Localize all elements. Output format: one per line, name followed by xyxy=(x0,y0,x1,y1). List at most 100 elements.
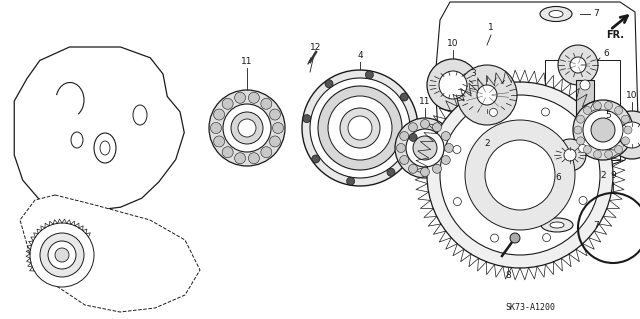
Circle shape xyxy=(433,123,442,132)
Circle shape xyxy=(406,129,444,167)
Circle shape xyxy=(593,150,602,158)
Text: 11: 11 xyxy=(241,57,253,66)
Circle shape xyxy=(510,233,520,243)
Circle shape xyxy=(457,65,517,125)
Circle shape xyxy=(485,140,555,210)
Circle shape xyxy=(583,110,623,150)
Circle shape xyxy=(409,133,417,141)
Circle shape xyxy=(433,164,442,173)
Polygon shape xyxy=(20,195,200,312)
Ellipse shape xyxy=(550,222,564,228)
Circle shape xyxy=(235,92,246,103)
Circle shape xyxy=(413,136,437,160)
Circle shape xyxy=(214,109,225,120)
Circle shape xyxy=(214,136,225,147)
Circle shape xyxy=(408,164,417,173)
Circle shape xyxy=(328,96,392,160)
Circle shape xyxy=(440,95,600,255)
Circle shape xyxy=(269,136,280,147)
Circle shape xyxy=(573,100,633,160)
Circle shape xyxy=(558,45,598,85)
Circle shape xyxy=(614,107,623,115)
Circle shape xyxy=(223,104,271,152)
Circle shape xyxy=(30,223,94,287)
Circle shape xyxy=(442,131,451,140)
Circle shape xyxy=(465,120,575,230)
Circle shape xyxy=(579,145,587,152)
Ellipse shape xyxy=(540,6,572,21)
Circle shape xyxy=(231,112,263,144)
Text: 3: 3 xyxy=(470,70,476,78)
Circle shape xyxy=(580,80,590,90)
Circle shape xyxy=(614,145,623,153)
Circle shape xyxy=(248,153,259,164)
Circle shape xyxy=(261,147,272,158)
Text: 2: 2 xyxy=(484,139,490,149)
Polygon shape xyxy=(14,47,184,211)
Circle shape xyxy=(543,234,550,241)
Circle shape xyxy=(619,122,640,148)
Circle shape xyxy=(608,111,640,159)
Circle shape xyxy=(584,145,591,153)
Circle shape xyxy=(400,131,409,140)
Circle shape xyxy=(541,108,550,116)
Circle shape xyxy=(348,116,372,140)
Text: FR.: FR. xyxy=(606,30,624,40)
Text: 8: 8 xyxy=(505,271,511,280)
Circle shape xyxy=(593,102,602,110)
Circle shape xyxy=(624,126,632,134)
Circle shape xyxy=(579,197,587,204)
Text: 6: 6 xyxy=(603,49,609,58)
Circle shape xyxy=(400,155,409,165)
Circle shape xyxy=(397,144,406,152)
Circle shape xyxy=(427,82,613,268)
Text: 7: 7 xyxy=(593,10,599,19)
Circle shape xyxy=(439,71,467,99)
Circle shape xyxy=(408,123,417,132)
Circle shape xyxy=(269,109,280,120)
Circle shape xyxy=(318,86,402,170)
Circle shape xyxy=(261,98,272,109)
Circle shape xyxy=(577,115,584,123)
Circle shape xyxy=(584,107,591,115)
Text: 2: 2 xyxy=(600,170,606,180)
Circle shape xyxy=(40,233,84,277)
Circle shape xyxy=(477,85,497,105)
Circle shape xyxy=(427,59,479,111)
Ellipse shape xyxy=(541,218,573,232)
Circle shape xyxy=(238,119,256,137)
Text: 10: 10 xyxy=(627,92,637,100)
Circle shape xyxy=(490,108,497,116)
Text: SK73-A1200: SK73-A1200 xyxy=(505,303,555,313)
Circle shape xyxy=(395,118,455,178)
Circle shape xyxy=(554,139,586,171)
Text: 11: 11 xyxy=(419,98,431,107)
Circle shape xyxy=(387,168,395,176)
Circle shape xyxy=(55,248,69,262)
Circle shape xyxy=(302,70,418,186)
Text: 9: 9 xyxy=(610,172,616,181)
Text: 12: 12 xyxy=(310,43,322,53)
Ellipse shape xyxy=(94,133,116,163)
Circle shape xyxy=(248,92,259,103)
Circle shape xyxy=(400,93,408,101)
Circle shape xyxy=(420,167,429,176)
Circle shape xyxy=(453,197,461,205)
Circle shape xyxy=(211,122,221,133)
Circle shape xyxy=(453,145,461,153)
Circle shape xyxy=(591,118,615,142)
Circle shape xyxy=(325,80,333,88)
Circle shape xyxy=(621,137,630,145)
Circle shape xyxy=(48,241,76,269)
Circle shape xyxy=(365,71,373,79)
Circle shape xyxy=(605,102,612,110)
Circle shape xyxy=(222,98,233,109)
Text: 4: 4 xyxy=(357,51,363,61)
Circle shape xyxy=(621,115,630,123)
Circle shape xyxy=(442,155,451,165)
Circle shape xyxy=(570,57,586,73)
Circle shape xyxy=(577,137,584,145)
Circle shape xyxy=(340,108,380,148)
Circle shape xyxy=(222,147,233,158)
Polygon shape xyxy=(435,2,638,175)
